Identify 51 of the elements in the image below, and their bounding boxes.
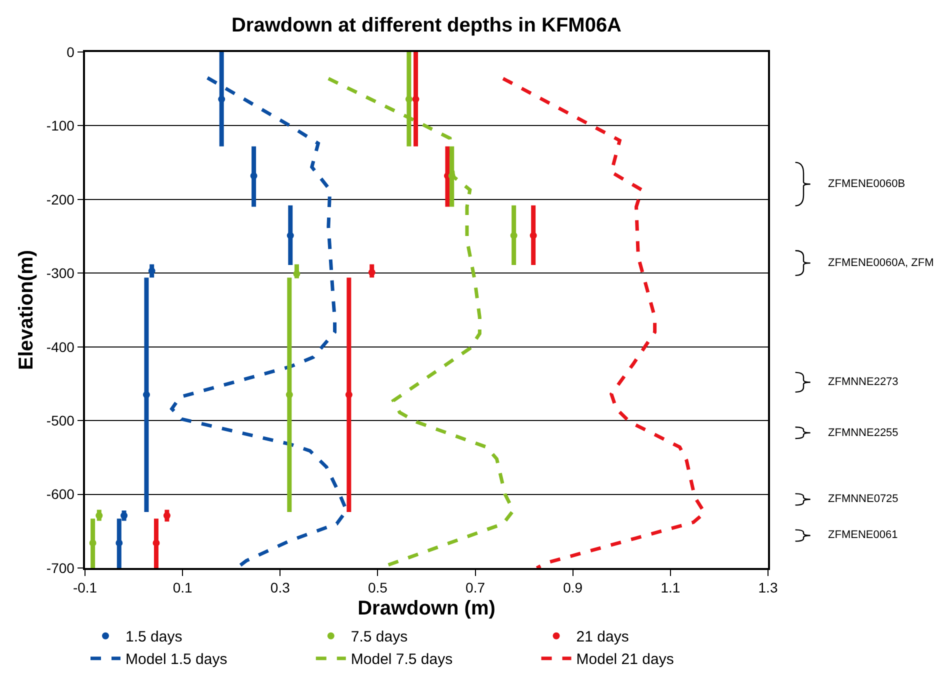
x-tick-label: 0.7 xyxy=(466,580,486,596)
text: ZFMNNE2273 xyxy=(828,376,898,388)
x-tick-label: 1.3 xyxy=(758,580,778,596)
legend-label: 7.5 days xyxy=(350,628,408,646)
point xyxy=(116,539,123,546)
point xyxy=(412,96,420,103)
point xyxy=(250,172,258,180)
y-tick-label: -500 xyxy=(46,412,75,428)
point xyxy=(163,512,170,520)
point xyxy=(152,539,160,546)
x-tick-label: 1.1 xyxy=(660,580,680,596)
legend-label: Model 7.5 days xyxy=(350,651,453,668)
y-tick-label: -700 xyxy=(46,560,75,576)
x-tick-label: 0.1 xyxy=(172,580,193,596)
point xyxy=(142,391,150,398)
text: ZFMENE0060B xyxy=(828,178,906,190)
text: ZFMNNE0725 xyxy=(828,493,898,505)
point xyxy=(286,232,294,240)
point xyxy=(448,172,456,180)
point xyxy=(286,391,293,398)
text: ZFMNNE2255 xyxy=(828,427,898,439)
y-tick-label: 0 xyxy=(66,44,75,60)
point xyxy=(89,539,96,546)
text: ZFMENE0060A, ZFM xyxy=(828,257,934,269)
legend-label: Model 1.5 days xyxy=(126,651,228,668)
y-tick-label: -300 xyxy=(46,265,75,282)
legend-label: 21 days xyxy=(576,628,629,646)
text: ZFMENE0061 xyxy=(828,529,898,541)
x-axis-title: Drawdown (m) xyxy=(358,598,496,620)
legend-label: Model 21 days xyxy=(576,651,674,668)
y-tick-label: -200 xyxy=(46,191,75,208)
point xyxy=(293,270,300,278)
point xyxy=(96,512,103,520)
y-tick-label: -100 xyxy=(46,118,75,134)
x-tick-label: 0.3 xyxy=(270,580,290,596)
chart-title: Drawdown at different depths in KFM06A xyxy=(231,14,622,36)
y-axis-title: Elevation(m) xyxy=(15,250,38,370)
point xyxy=(530,232,537,240)
point xyxy=(510,232,518,240)
x-tick-label: 0.9 xyxy=(563,580,583,596)
point xyxy=(148,267,156,274)
y-tick-label: -600 xyxy=(46,486,75,502)
point xyxy=(368,268,376,276)
x-tick-label: -0.1 xyxy=(72,580,98,596)
x-tick-label: 0.5 xyxy=(368,580,388,596)
legend-label: 1.5 days xyxy=(126,628,182,646)
y-tick-label: -400 xyxy=(46,338,75,355)
line-series xyxy=(501,76,706,568)
point xyxy=(405,96,412,103)
point xyxy=(218,96,226,103)
point xyxy=(345,391,352,398)
